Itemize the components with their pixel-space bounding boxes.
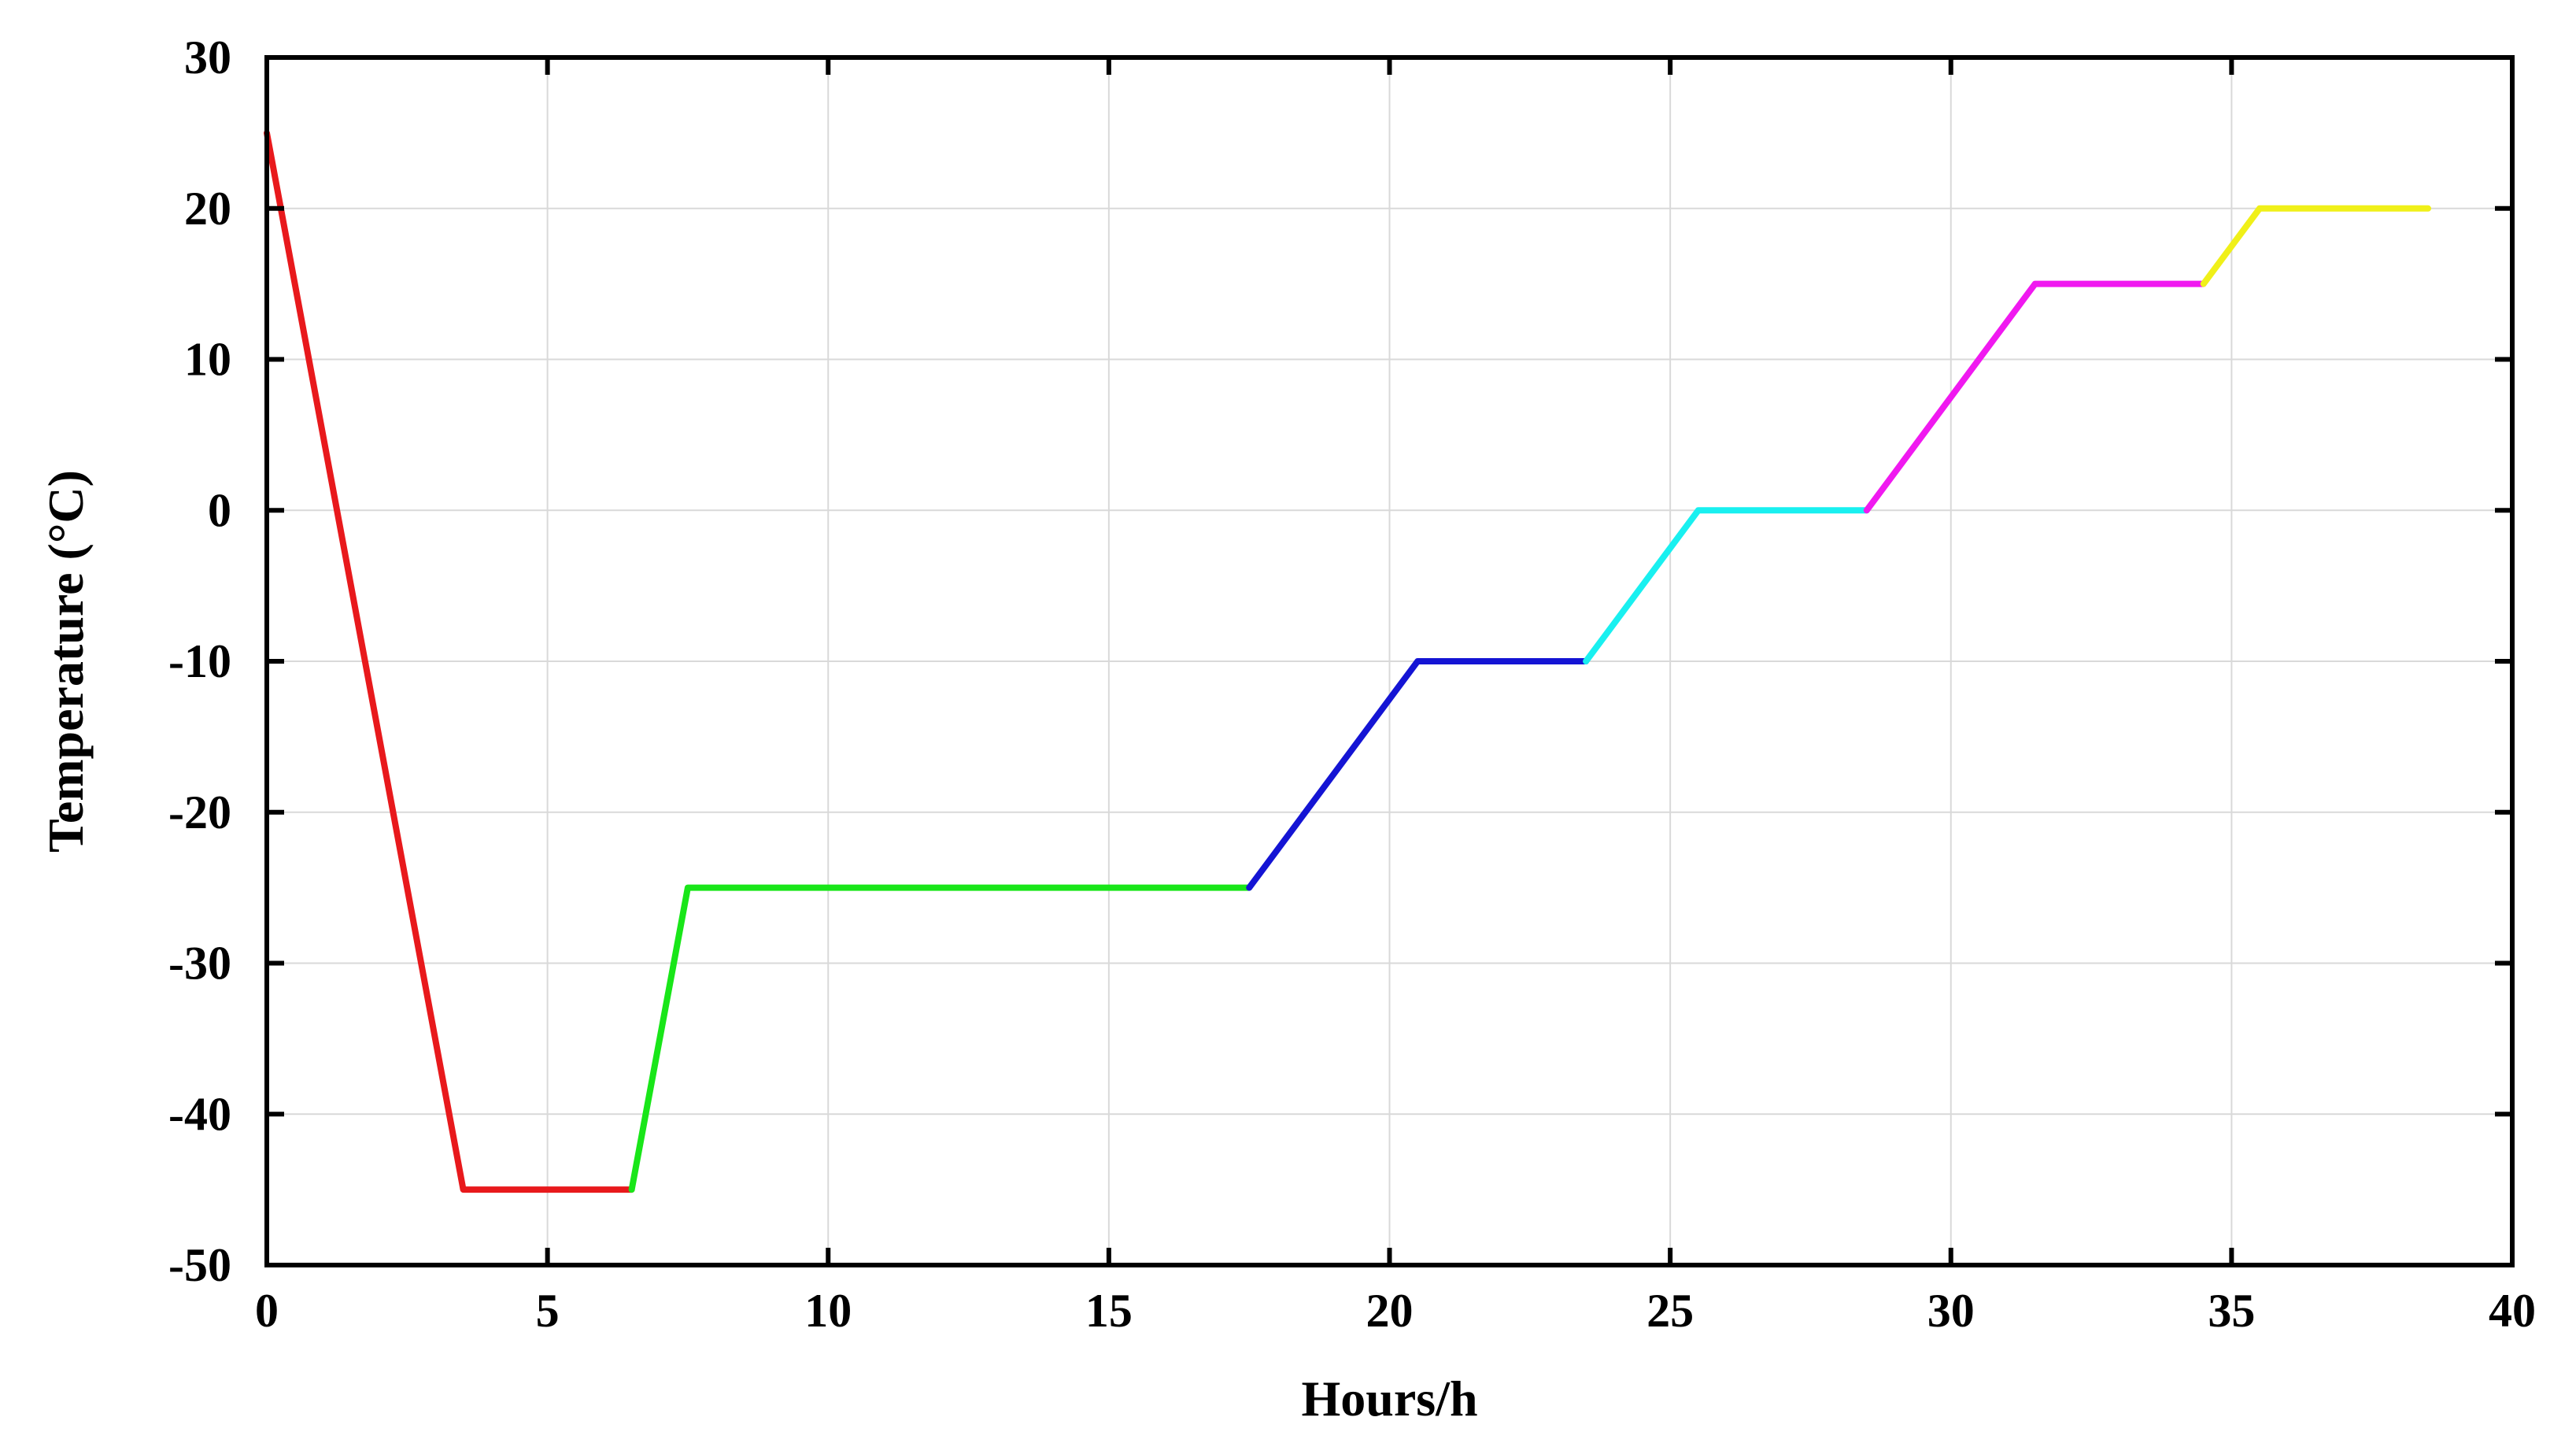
x-tick-label: 25 bbox=[1646, 1285, 1694, 1337]
x-tick-label: 20 bbox=[1366, 1285, 1414, 1337]
x-tick-label: 35 bbox=[2208, 1285, 2255, 1337]
series-line-5 bbox=[1863, 280, 2207, 514]
x-tick-label: 10 bbox=[804, 1285, 852, 1337]
x-axis-label: Hours/h bbox=[1301, 1371, 1477, 1426]
x-tick-labels: 0 5 10 15 20 25 30 35 40 bbox=[255, 1285, 2536, 1337]
y-tick-label: 10 bbox=[184, 334, 231, 386]
series-line-3 bbox=[1246, 658, 1590, 891]
y-axis-label: Temperature (°C) bbox=[38, 470, 94, 853]
series-line-4 bbox=[1583, 507, 1870, 664]
y-tick-label: -10 bbox=[168, 635, 231, 687]
y-tick-label: -30 bbox=[168, 938, 231, 990]
y-tick-label: 30 bbox=[184, 31, 231, 83]
x-tick-label: 15 bbox=[1085, 1285, 1133, 1337]
x-tick-label: 0 bbox=[255, 1285, 279, 1337]
y-tick-labels: 30 20 10 0 -10 -20 -30 -40 -50 bbox=[168, 31, 231, 1291]
y-tick-label: -50 bbox=[168, 1239, 231, 1291]
y-tick-label: 20 bbox=[184, 183, 231, 235]
series-lines bbox=[264, 129, 2431, 1193]
y-tick-label: -20 bbox=[168, 786, 231, 838]
y-tick-label: 0 bbox=[208, 484, 231, 536]
y-tick-label: -40 bbox=[168, 1088, 231, 1140]
axis-ticks bbox=[264, 55, 2515, 1267]
series-line-1 bbox=[264, 129, 635, 1193]
x-tick-label: 40 bbox=[2489, 1285, 2536, 1337]
series-line-2 bbox=[628, 884, 1253, 1193]
x-tick-label: 30 bbox=[1927, 1285, 1975, 1337]
series-line-6 bbox=[2200, 205, 2431, 287]
x-tick-label: 5 bbox=[536, 1285, 560, 1337]
